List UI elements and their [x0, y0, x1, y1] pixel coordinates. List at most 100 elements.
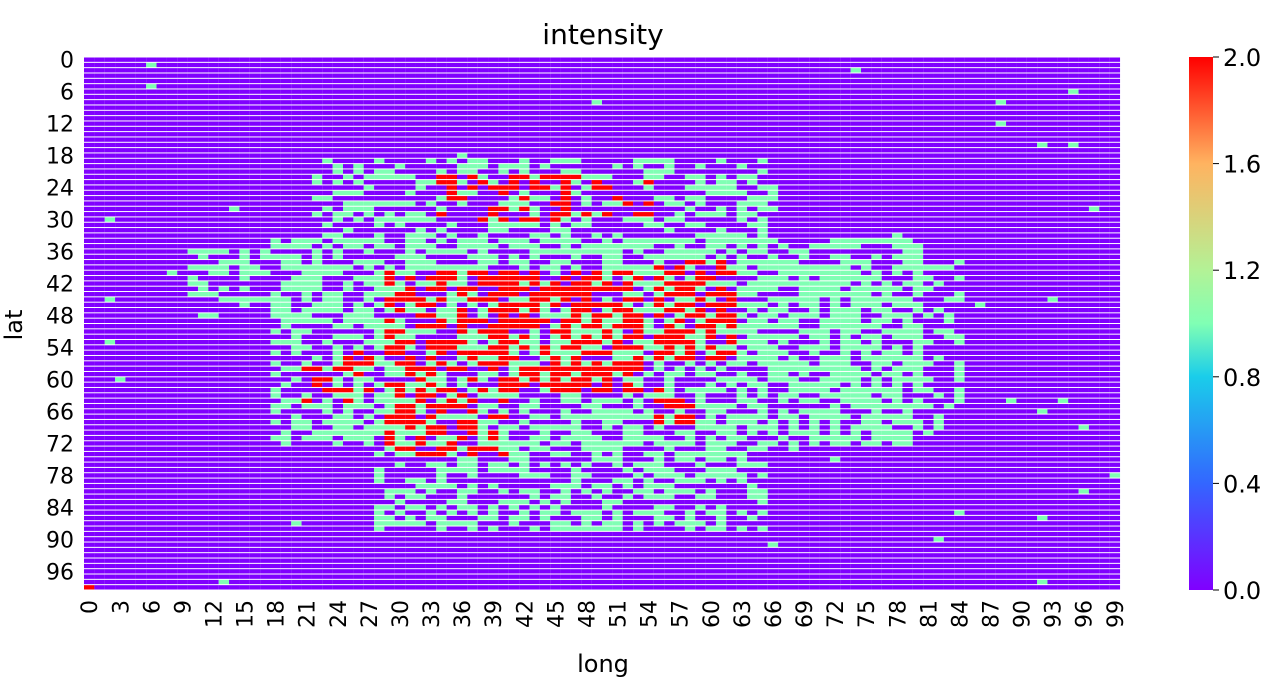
heatmap-cell	[633, 313, 644, 318]
heatmap-cell	[94, 196, 105, 201]
heatmap-cell	[343, 222, 354, 228]
heatmap-cell	[861, 217, 872, 222]
heatmap-cell	[622, 84, 634, 89]
heatmap-cell	[436, 137, 447, 142]
heatmap-cell	[788, 68, 799, 73]
heatmap-cell	[166, 148, 178, 153]
heatmap-cell	[104, 233, 116, 238]
heatmap-cell	[622, 244, 634, 249]
heatmap-cell	[187, 164, 199, 169]
heatmap-cell	[974, 68, 986, 73]
heatmap-cell	[322, 73, 333, 78]
heatmap-cell	[291, 89, 302, 94]
heatmap-cell	[767, 270, 779, 276]
heatmap-cell	[1047, 185, 1058, 190]
heatmap-cell	[1068, 94, 1079, 100]
heatmap-cell	[1026, 254, 1038, 260]
heatmap-cell	[819, 185, 830, 190]
heatmap-cell	[187, 105, 199, 110]
heatmap-cell	[384, 110, 395, 116]
heatmap-cell	[1078, 281, 1089, 286]
heatmap-cell	[539, 84, 551, 89]
heatmap-cell	[1099, 260, 1110, 265]
heatmap-cell	[715, 89, 727, 94]
heatmap-cell	[736, 233, 748, 238]
heatmap-cell	[819, 201, 830, 206]
heatmap-cell	[374, 276, 385, 281]
heatmap-cell	[778, 73, 789, 78]
heatmap-cell	[166, 217, 178, 222]
heatmap-cell	[788, 169, 799, 174]
heatmap-cell	[612, 318, 623, 323]
heatmap-cell	[757, 260, 768, 265]
heatmap-cell	[633, 265, 644, 270]
heatmap-cell	[384, 158, 395, 164]
heatmap-cell	[1047, 190, 1058, 196]
heatmap-cell	[415, 62, 426, 68]
heatmap-cell	[177, 308, 188, 313]
heatmap-cell	[529, 164, 540, 169]
heatmap-cell	[902, 260, 913, 265]
heatmap-cell	[943, 180, 955, 185]
heatmap-cell	[705, 169, 717, 174]
heatmap-cell	[912, 89, 924, 94]
heatmap-cell	[197, 153, 209, 158]
heatmap-cell	[446, 158, 458, 164]
heatmap-cell	[446, 148, 458, 153]
heatmap-cell	[798, 244, 810, 249]
heatmap-cell	[229, 206, 240, 212]
heatmap-cell	[436, 78, 447, 84]
heatmap-cell	[1016, 206, 1027, 212]
heatmap-cell	[1047, 105, 1058, 110]
heatmap-cell	[767, 233, 779, 238]
heatmap-cell	[498, 238, 509, 244]
heatmap-cell	[519, 110, 530, 116]
heatmap-cell	[332, 169, 344, 174]
heatmap-cell	[881, 276, 893, 281]
heatmap-cell	[674, 313, 685, 318]
heatmap-cell	[280, 185, 292, 190]
heatmap-cell	[363, 297, 375, 302]
heatmap-cell	[332, 174, 344, 180]
heatmap-cell	[923, 164, 934, 169]
heatmap-cell	[684, 233, 696, 238]
heatmap-cell	[1037, 148, 1048, 153]
heatmap-cell	[923, 260, 934, 265]
heatmap-cell	[829, 105, 841, 110]
heatmap-cell	[602, 308, 613, 313]
heatmap-cell	[1109, 84, 1121, 89]
heatmap-cell	[270, 180, 281, 185]
heatmap-cell	[591, 164, 603, 169]
heatmap-cell	[94, 68, 105, 73]
heatmap-cell	[912, 121, 924, 126]
heatmap-cell	[84, 201, 95, 206]
heatmap-cell	[788, 318, 799, 323]
heatmap-cell	[778, 286, 789, 292]
heatmap-cell	[560, 180, 571, 185]
heatmap-cell	[218, 121, 230, 126]
heatmap-cell	[94, 260, 105, 265]
heatmap-cell	[332, 100, 344, 105]
heatmap-cell	[995, 57, 1007, 62]
heatmap-cell	[94, 100, 105, 105]
heatmap-cell	[84, 185, 95, 190]
heatmap-cell	[208, 132, 219, 137]
heatmap-cell	[788, 238, 799, 244]
heatmap-cell	[726, 57, 737, 62]
heatmap-cell	[964, 62, 976, 68]
heatmap-cell	[1109, 73, 1121, 78]
heatmap-cell	[871, 169, 882, 174]
heatmap-cell	[861, 142, 872, 148]
heatmap-cell	[581, 244, 592, 249]
heatmap-cell	[311, 158, 323, 164]
heatmap-cell	[1037, 196, 1048, 201]
heatmap-cell	[954, 100, 965, 105]
heatmap-cell	[747, 73, 758, 78]
heatmap-cell	[705, 244, 717, 249]
heatmap-cell	[405, 164, 416, 169]
heatmap-cell	[301, 238, 312, 244]
heatmap-cell	[270, 148, 281, 153]
heatmap-cell	[705, 318, 717, 323]
heatmap-cell	[1047, 217, 1058, 222]
heatmap-cell	[829, 62, 841, 68]
